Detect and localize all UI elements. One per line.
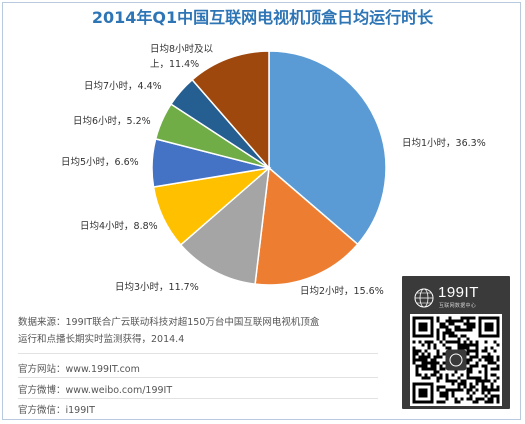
slice-label: 日均6小时，5.2%	[73, 115, 151, 127]
pie-slice	[191, 50, 270, 171]
qr-code-image	[412, 316, 500, 404]
divider	[18, 398, 378, 399]
qr-panel: 199IT 互联网数据中心	[402, 276, 510, 409]
slice-label: 日均7小时，4.4%	[84, 80, 162, 92]
slice-label: 上，11.4%	[150, 59, 199, 70]
globe-icon	[414, 288, 434, 308]
contact-wechat: 官方微信：i199IT	[18, 405, 95, 416]
logo-tagline: 互联网数据中心	[439, 303, 477, 309]
slice-label: 日均4小时，8.8%	[80, 220, 158, 232]
divider	[18, 377, 378, 378]
divider	[18, 353, 378, 354]
contact-website: 官方网站：www.199IT.com	[18, 364, 140, 375]
slice-label: 日均5小时，6.6%	[61, 156, 139, 168]
chart-title: 2014年Q1中国互联网电视机顶盒日均运行时长	[91, 8, 434, 27]
source-line-1: 数据来源：199IT联合广云联动科技对超150万台中国互联网电视机顶盒	[18, 317, 320, 328]
slice-label: 日均8小时及以	[150, 43, 214, 55]
pie-slice	[179, 166, 270, 286]
pie-slice	[268, 50, 387, 246]
data-source-note: 数据来源：199IT联合广云联动科技对超150万台中国互联网电视机顶盒 运行和点…	[18, 314, 378, 348]
contact-weibo: 官方微博：www.weibo.com/199IT	[18, 385, 173, 396]
brand-logo: 199IT 互联网数据中心	[414, 284, 504, 310]
slice-label: 日均2小时，15.6%	[300, 285, 384, 297]
source-line-2: 运行和点播长期实时监测获得，2014.4	[18, 334, 185, 345]
logo-text: 199IT	[438, 284, 479, 301]
slice-label: 日均1小时，36.3%	[402, 137, 486, 149]
pie-slice	[254, 166, 359, 286]
qr-code	[410, 314, 502, 406]
slice-label: 日均3小时，11.7%	[115, 281, 199, 293]
